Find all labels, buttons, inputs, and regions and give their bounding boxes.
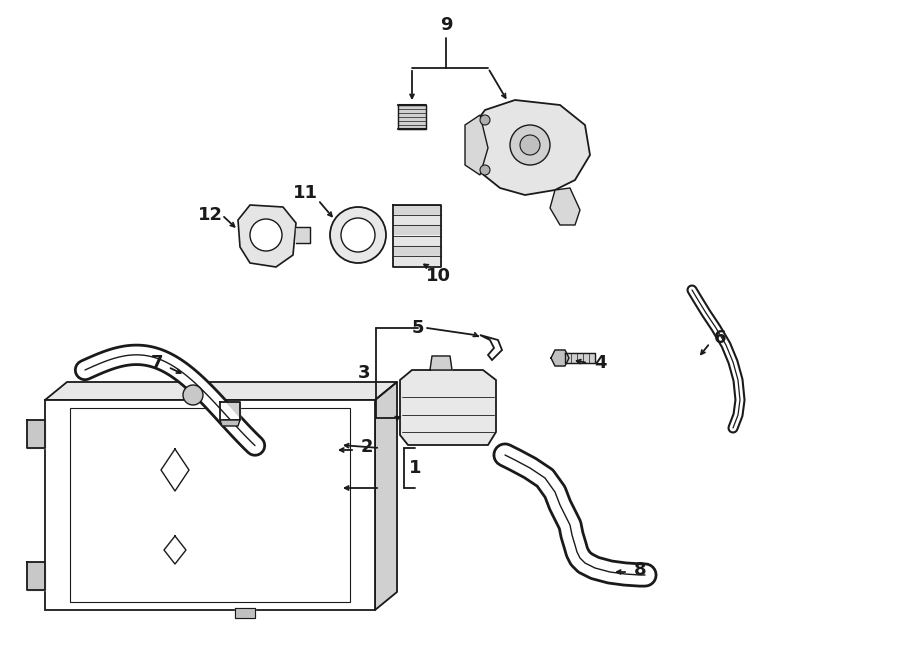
- Polygon shape: [393, 256, 441, 265]
- Circle shape: [183, 385, 203, 405]
- Text: 5: 5: [412, 319, 424, 337]
- Text: 12: 12: [197, 206, 222, 224]
- Text: 4: 4: [594, 354, 607, 372]
- Polygon shape: [27, 420, 45, 448]
- Polygon shape: [398, 105, 426, 129]
- Polygon shape: [296, 227, 310, 243]
- Text: 7: 7: [151, 354, 163, 372]
- Polygon shape: [45, 400, 375, 610]
- Polygon shape: [27, 562, 45, 590]
- Circle shape: [520, 135, 540, 155]
- Text: 1: 1: [409, 459, 421, 477]
- Text: 10: 10: [426, 267, 451, 285]
- Polygon shape: [565, 353, 595, 363]
- Text: 6: 6: [714, 329, 726, 347]
- Circle shape: [250, 219, 282, 251]
- Polygon shape: [470, 100, 590, 195]
- Text: 2: 2: [361, 438, 374, 456]
- Circle shape: [480, 115, 490, 125]
- Text: 9: 9: [440, 16, 452, 34]
- Polygon shape: [393, 215, 441, 224]
- Polygon shape: [551, 350, 569, 366]
- Polygon shape: [393, 205, 441, 214]
- Polygon shape: [393, 246, 441, 255]
- Text: 11: 11: [292, 184, 318, 202]
- Polygon shape: [235, 608, 255, 618]
- Polygon shape: [393, 236, 441, 245]
- Polygon shape: [220, 402, 240, 420]
- Circle shape: [480, 165, 490, 175]
- Polygon shape: [465, 115, 488, 175]
- Polygon shape: [550, 188, 580, 225]
- Polygon shape: [430, 356, 452, 370]
- Polygon shape: [393, 225, 441, 234]
- Circle shape: [510, 125, 550, 165]
- Text: 3: 3: [358, 364, 370, 382]
- Circle shape: [330, 207, 386, 263]
- Polygon shape: [220, 420, 240, 426]
- Text: 8: 8: [634, 561, 646, 579]
- Polygon shape: [238, 205, 296, 267]
- Circle shape: [341, 218, 375, 252]
- Polygon shape: [375, 382, 397, 610]
- Polygon shape: [45, 382, 397, 400]
- Polygon shape: [400, 370, 496, 445]
